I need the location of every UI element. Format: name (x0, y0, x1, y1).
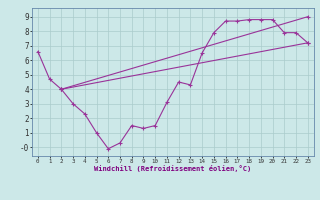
X-axis label: Windchill (Refroidissement éolien,°C): Windchill (Refroidissement éolien,°C) (94, 165, 252, 172)
